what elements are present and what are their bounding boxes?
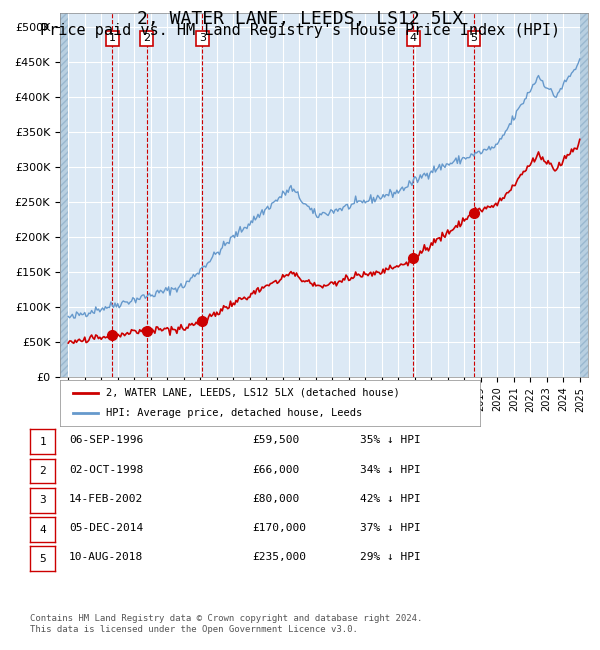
- Bar: [580, 13, 588, 377]
- Text: 1: 1: [39, 437, 46, 447]
- Text: 35% ↓ HPI: 35% ↓ HPI: [360, 436, 421, 445]
- Text: 37% ↓ HPI: 37% ↓ HPI: [360, 523, 421, 533]
- Text: 1: 1: [109, 34, 116, 44]
- Text: 3: 3: [199, 34, 206, 44]
- Bar: [60, 13, 68, 377]
- Text: 10-AUG-2018: 10-AUG-2018: [69, 552, 143, 562]
- Text: 5: 5: [39, 554, 46, 564]
- Text: £235,000: £235,000: [252, 552, 306, 562]
- Text: Price paid vs. HM Land Registry's House Price Index (HPI): Price paid vs. HM Land Registry's House …: [40, 23, 560, 38]
- Text: £66,000: £66,000: [252, 465, 299, 474]
- Bar: [580, 13, 588, 377]
- Text: 5: 5: [470, 34, 478, 44]
- Text: 2, WATER LANE, LEEDS, LS12 5LX (detached house): 2, WATER LANE, LEEDS, LS12 5LX (detached…: [106, 388, 400, 398]
- Text: HPI: Average price, detached house, Leeds: HPI: Average price, detached house, Leed…: [106, 408, 362, 418]
- Text: 06-SEP-1996: 06-SEP-1996: [69, 436, 143, 445]
- Text: £80,000: £80,000: [252, 494, 299, 504]
- Text: 2: 2: [39, 466, 46, 476]
- Text: 3: 3: [39, 495, 46, 505]
- Text: 29% ↓ HPI: 29% ↓ HPI: [360, 552, 421, 562]
- Text: 14-FEB-2002: 14-FEB-2002: [69, 494, 143, 504]
- Text: 34% ↓ HPI: 34% ↓ HPI: [360, 465, 421, 474]
- Text: 02-OCT-1998: 02-OCT-1998: [69, 465, 143, 474]
- Text: 05-DEC-2014: 05-DEC-2014: [69, 523, 143, 533]
- Text: 2, WATER LANE, LEEDS, LS12 5LX: 2, WATER LANE, LEEDS, LS12 5LX: [137, 10, 463, 28]
- Text: 4: 4: [410, 34, 417, 44]
- Bar: [60, 13, 68, 377]
- Text: 2: 2: [143, 34, 150, 44]
- Text: 4: 4: [39, 525, 46, 534]
- Text: 42% ↓ HPI: 42% ↓ HPI: [360, 494, 421, 504]
- Text: £59,500: £59,500: [252, 436, 299, 445]
- Text: Contains HM Land Registry data © Crown copyright and database right 2024.
This d: Contains HM Land Registry data © Crown c…: [30, 614, 422, 634]
- Text: £170,000: £170,000: [252, 523, 306, 533]
